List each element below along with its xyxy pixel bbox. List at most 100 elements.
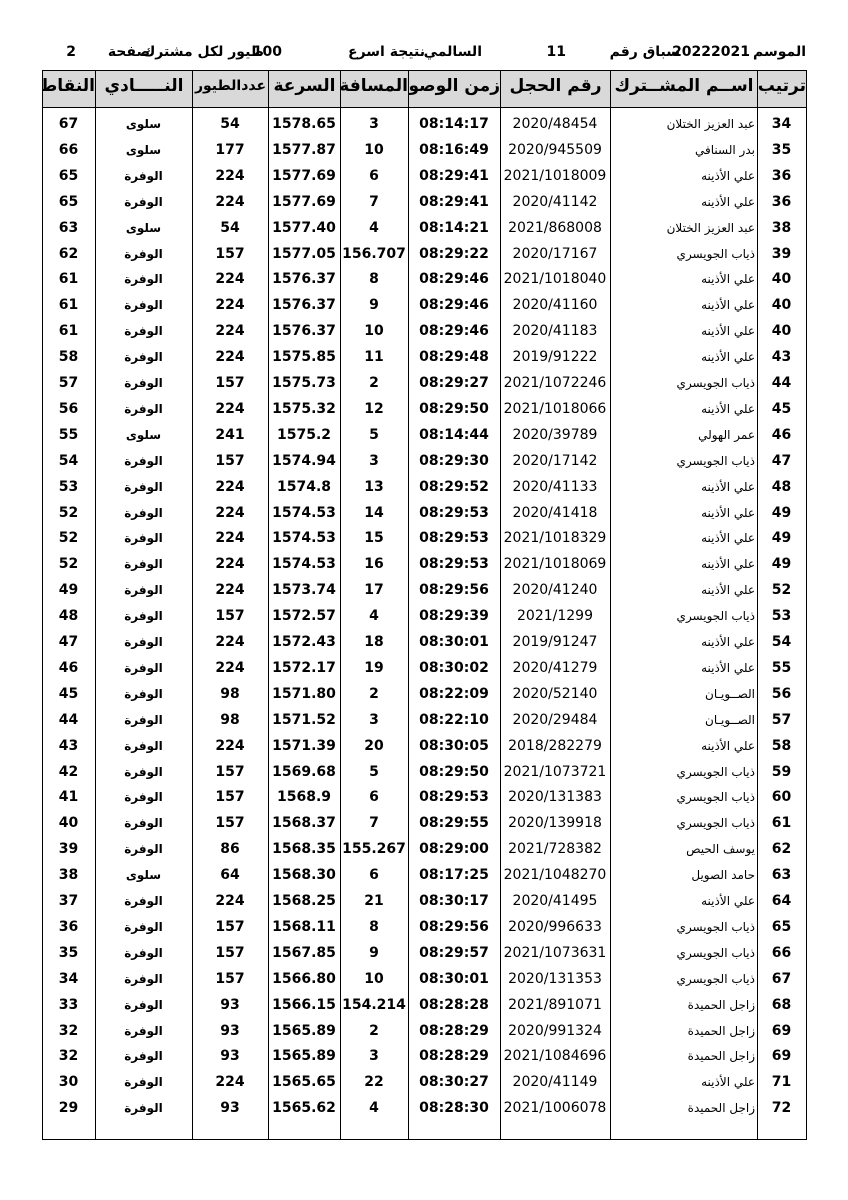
table-cell: 2021/1073631 (503, 944, 607, 961)
column-divider (757, 108, 758, 1140)
table-cell: 2020/41142 (512, 193, 598, 210)
table-cell: 2021/1018329 (503, 530, 607, 547)
table-cell: الوفرة (124, 738, 163, 753)
table-cell: 2021/1018069 (503, 556, 607, 573)
header-item: طيور لكل مشترك (142, 44, 264, 60)
table-cell: 58 (771, 737, 792, 754)
table-cell: الوفرة (124, 1023, 163, 1038)
table-cell: 224 (215, 737, 245, 754)
table-cell: الوفرة (124, 453, 163, 468)
table-cell: 08:30:27 (419, 1074, 489, 1091)
table-cell: 1574.53 (272, 504, 336, 521)
table-cell: 60 (771, 789, 792, 806)
table-cell: 2020/41133 (512, 478, 598, 495)
table-cell: 1572.57 (272, 608, 336, 625)
table-cell: الوفرة (124, 660, 163, 675)
table-cell: الصــويـان (705, 686, 755, 701)
table-cell: 40 (771, 271, 792, 288)
table-cell: 224 (215, 167, 245, 184)
table-cell: 2020/41495 (512, 893, 598, 909)
table-cell: ذياب الجويسري (676, 764, 755, 779)
table-cell: ذياب الجويسري (676, 609, 755, 624)
table-cell: 1565.89 (272, 1022, 336, 1039)
table-cell: 1568.37 (272, 815, 336, 832)
table-cell: 46 (58, 659, 79, 676)
table-cell: 37 (58, 893, 79, 909)
table-cell: 2020/139918 (508, 815, 602, 832)
column-header: ترتيب (757, 70, 807, 108)
table-cell: علي الأذينه (701, 583, 755, 598)
table-cell: 177 (215, 141, 245, 158)
table-cell: الوفرة (124, 1101, 163, 1116)
table-cell: عمر الهولي (698, 427, 755, 442)
table-cell: الوفرة (124, 401, 163, 416)
table-cell: علي الأذينه (701, 557, 755, 572)
table-cell: 08:29:39 (419, 608, 489, 625)
table-cell: 1567.85 (272, 944, 336, 961)
table-cell: 72 (771, 1100, 792, 1117)
table-cell: 32 (58, 1048, 79, 1065)
table-cell: 47 (771, 452, 792, 469)
table-cell: 08:30:05 (419, 737, 489, 754)
table-cell: 2 (369, 375, 379, 391)
table-cell: 08:29:53 (419, 556, 489, 573)
table-cell: 157 (215, 789, 245, 806)
table-cell: 34 (771, 116, 792, 132)
column-header: رقم الحجل (500, 70, 611, 108)
table-cell: 2018/282279 (508, 737, 602, 754)
table-cell: 224 (215, 1074, 245, 1091)
table-cell: ذياب الجويسري (676, 376, 755, 390)
table-cell: 2021/1018066 (503, 400, 607, 417)
table-cell: 6 (369, 867, 379, 884)
table-cell: 98 (220, 711, 240, 728)
table-cell: 32 (58, 1022, 79, 1039)
table-cell: 86 (220, 841, 240, 858)
table-cell: 157 (215, 375, 245, 391)
table-cell: 224 (215, 271, 245, 288)
table-cell: 08:29:30 (419, 452, 489, 469)
table-cell: 2020/131353 (508, 970, 602, 987)
table-cell: 241 (215, 426, 245, 443)
table-cell: 08:29:56 (419, 918, 489, 935)
table-cell: 08:30:01 (419, 634, 489, 650)
table-cell: علي الأذينه (701, 479, 755, 494)
table-cell: 08:29:50 (419, 400, 489, 417)
table-cell: 20 (364, 737, 384, 754)
table-cell: 08:29:53 (419, 504, 489, 521)
table-cell: 62 (771, 841, 792, 858)
table-cell: 2020/17142 (512, 452, 598, 469)
table-cell: 1575.32 (272, 400, 336, 417)
table-cell: 56 (58, 400, 79, 417)
table-cell: 48 (58, 608, 79, 625)
table-cell: 224 (215, 893, 245, 909)
table-cell: 224 (215, 400, 245, 417)
table-cell: 19 (364, 659, 384, 676)
table-cell: 1572.17 (272, 659, 336, 676)
table-cell: 4 (369, 1100, 379, 1117)
table-cell: 224 (215, 349, 245, 366)
table-cell: 157 (215, 815, 245, 832)
table-cell: الوفرة (124, 531, 163, 546)
table-cell: 1571.52 (272, 711, 336, 728)
header-item: السالمي (423, 44, 482, 60)
table-cell: 08:29:46 (419, 297, 489, 314)
table-cell: 224 (215, 530, 245, 547)
table-cell: 57 (58, 375, 79, 391)
table-cell: الوفرة (124, 609, 163, 624)
table-cell: 1577.69 (272, 193, 336, 210)
table-cell: 35 (771, 141, 792, 158)
table-cell: 44 (58, 711, 79, 728)
table-cell: 39 (58, 841, 79, 858)
table-cell: 08:29:27 (419, 375, 489, 391)
table-cell: الوفرة (124, 919, 163, 934)
table-cell: سلوى (125, 142, 162, 157)
column-header: النـــــادي (95, 70, 193, 108)
table-cell: علي الأذينه (701, 272, 755, 287)
table-cell: الوفرة (124, 246, 163, 261)
table-cell: 1575.73 (272, 375, 336, 391)
table-cell: 1571.39 (272, 737, 336, 754)
table-cell: 66 (771, 944, 792, 961)
table-cell: الوفرة (124, 376, 163, 390)
table-cell: 59 (771, 763, 792, 780)
table-cell: 52 (771, 582, 792, 599)
